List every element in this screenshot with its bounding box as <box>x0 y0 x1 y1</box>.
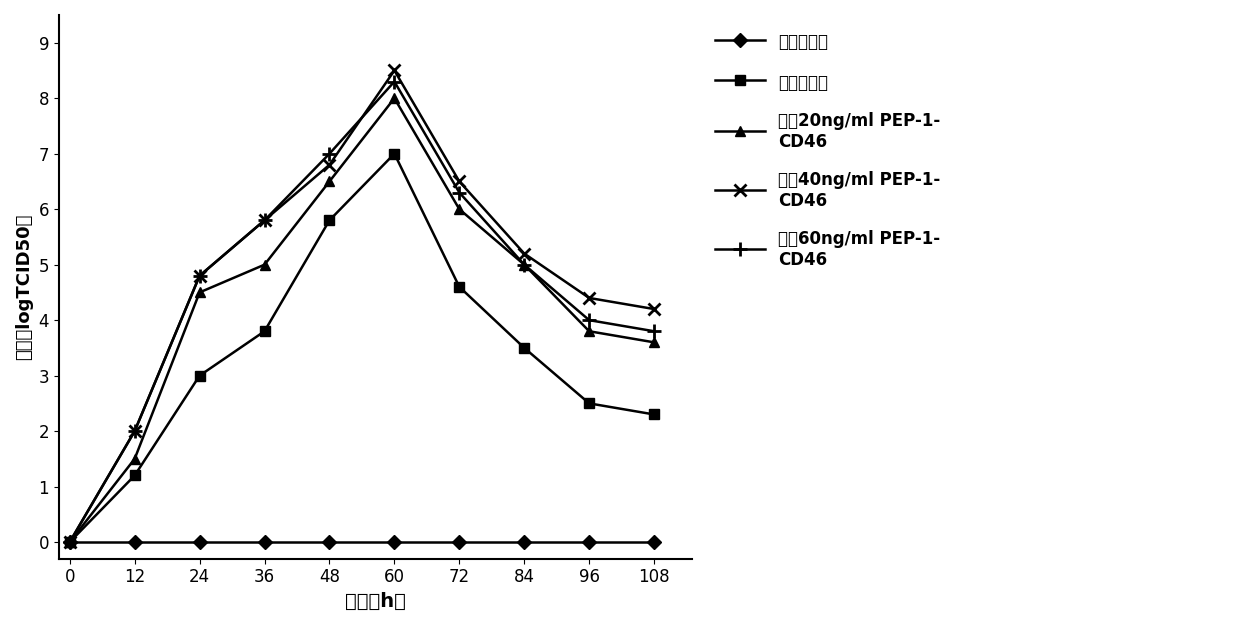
病毒对照组 <box>62 538 77 546</box>
添分60ng/ml PEP-1-
CD46 <box>582 316 596 324</box>
添分60ng/ml PEP-1-
CD46 <box>192 272 207 280</box>
病毒对照组 <box>322 217 337 224</box>
添分20ng/ml PEP-1-
CD46 <box>192 289 207 296</box>
病毒对照组 <box>257 327 272 335</box>
添分60ng/ml PEP-1-
CD46 <box>128 428 143 435</box>
添分20ng/ml PEP-1-
CD46 <box>62 538 77 546</box>
添分60ng/ml PEP-1-
CD46 <box>647 327 662 335</box>
细胞对照组 <box>257 538 272 546</box>
Line: 细胞对照组: 细胞对照组 <box>64 537 658 547</box>
添分60ng/ml PEP-1-
CD46 <box>322 150 337 158</box>
添分20ng/ml PEP-1-
CD46 <box>582 327 596 335</box>
添分60ng/ml PEP-1-
CD46 <box>387 78 402 85</box>
细胞对照组 <box>451 538 466 546</box>
添分60ng/ml PEP-1-
CD46 <box>62 538 77 546</box>
X-axis label: 时间（h）: 时间（h） <box>345 592 405 611</box>
添分20ng/ml PEP-1-
CD46 <box>517 261 532 269</box>
细胞对照组 <box>647 538 662 546</box>
添分40ng/ml PEP-1-
CD46 <box>582 294 596 302</box>
添分60ng/ml PEP-1-
CD46 <box>257 217 272 224</box>
细胞对照组 <box>128 538 143 546</box>
添分60ng/ml PEP-1-
CD46 <box>451 189 466 197</box>
添分40ng/ml PEP-1-
CD46 <box>128 428 143 435</box>
添分40ng/ml PEP-1-
CD46 <box>257 217 272 224</box>
Line: 病毒对照组: 病毒对照组 <box>64 149 658 547</box>
细胞对照组 <box>517 538 532 546</box>
添分20ng/ml PEP-1-
CD46 <box>647 339 662 346</box>
病毒对照组 <box>451 283 466 290</box>
细胞对照组 <box>62 538 77 546</box>
添分40ng/ml PEP-1-
CD46 <box>322 161 337 168</box>
细胞对照组 <box>192 538 207 546</box>
添分60ng/ml PEP-1-
CD46 <box>517 261 532 269</box>
添分40ng/ml PEP-1-
CD46 <box>62 538 77 546</box>
Line: 添分20ng/ml PEP-1-
CD46: 添分20ng/ml PEP-1- CD46 <box>64 93 658 547</box>
添分40ng/ml PEP-1-
CD46 <box>451 178 466 185</box>
病毒对照组 <box>582 399 596 407</box>
添分40ng/ml PEP-1-
CD46 <box>517 250 532 257</box>
病毒对照组 <box>192 372 207 379</box>
添分20ng/ml PEP-1-
CD46 <box>451 205 466 213</box>
病毒对照组 <box>517 344 532 352</box>
细胞对照组 <box>322 538 337 546</box>
添分20ng/ml PEP-1-
CD46 <box>128 455 143 463</box>
Line: 添分40ng/ml PEP-1-
CD46: 添分40ng/ml PEP-1- CD46 <box>63 64 661 548</box>
添分20ng/ml PEP-1-
CD46 <box>322 178 337 185</box>
病毒对照组 <box>128 472 143 480</box>
Y-axis label: 滔度（logTCID50）: 滔度（logTCID50） <box>15 213 33 360</box>
添分20ng/ml PEP-1-
CD46 <box>257 261 272 269</box>
添分20ng/ml PEP-1-
CD46 <box>387 95 402 102</box>
Legend: 细胞对照组, 病毒对照组, 添分20ng/ml PEP-1-
CD46, 添分40ng/ml PEP-1-
CD46, 添分60ng/ml PEP-1-
CD4: 细胞对照组, 病毒对照组, 添分20ng/ml PEP-1- CD46, 添分4… <box>707 23 949 277</box>
病毒对照组 <box>387 150 402 158</box>
添分40ng/ml PEP-1-
CD46 <box>387 67 402 74</box>
病毒对照组 <box>647 411 662 418</box>
Line: 添分60ng/ml PEP-1-
CD46: 添分60ng/ml PEP-1- CD46 <box>63 74 661 549</box>
细胞对照组 <box>387 538 402 546</box>
添分40ng/ml PEP-1-
CD46 <box>192 272 207 280</box>
添分40ng/ml PEP-1-
CD46 <box>647 305 662 313</box>
细胞对照组 <box>582 538 596 546</box>
